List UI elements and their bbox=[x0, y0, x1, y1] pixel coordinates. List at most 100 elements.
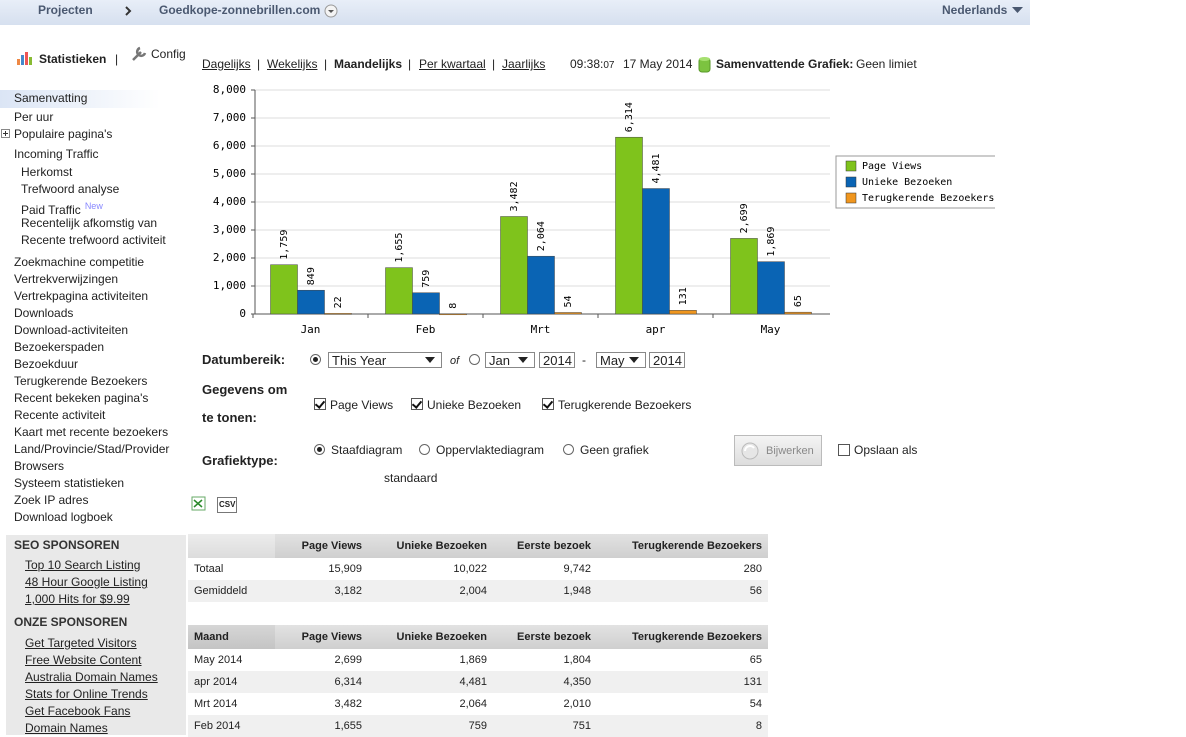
language-select[interactable]: Nederlands bbox=[942, 3, 1008, 17]
sponsor-link[interactable]: Domain Names bbox=[25, 721, 108, 735]
table-cell: 8 bbox=[755, 720, 762, 732]
nav-item[interactable]: Land/Provincie/Stad/Provider bbox=[14, 442, 170, 456]
table-cell: 751 bbox=[572, 720, 591, 732]
y-tick-label: 6,000 bbox=[213, 139, 246, 152]
nav-item[interactable]: Terugkerende Bezoekers bbox=[14, 374, 148, 388]
bar bbox=[757, 261, 785, 315]
save-default-checkbox[interactable] bbox=[838, 444, 850, 456]
sponsor-link[interactable]: 1,000 Hits for $9.99 bbox=[25, 592, 130, 606]
data-checkbox[interactable] bbox=[542, 398, 554, 410]
refresh-icon bbox=[741, 442, 759, 460]
bar bbox=[385, 267, 413, 315]
csv-icon[interactable]: CSV bbox=[217, 497, 238, 513]
nav-item[interactable]: Browsers bbox=[14, 459, 65, 473]
nav-item[interactable]: Downloads bbox=[14, 306, 74, 320]
nav-item[interactable]: Per uur bbox=[14, 110, 54, 124]
period-tab[interactable]: Dagelijks bbox=[202, 57, 251, 71]
nav-item[interactable]: Recente trefwoord activiteit bbox=[21, 233, 166, 247]
table-cell: 1,948 bbox=[563, 585, 591, 597]
nav-item[interactable]: Paid Traffic New bbox=[21, 201, 103, 217]
bar bbox=[669, 310, 697, 315]
domain-dropdown-icon[interactable] bbox=[324, 4, 338, 18]
nav-item[interactable]: Recent bekeken pagina's bbox=[14, 391, 149, 405]
select-arrow bbox=[518, 357, 528, 363]
nav-item[interactable]: Vertrekverwijzingen bbox=[14, 272, 119, 286]
language-dropdown-icon[interactable] bbox=[1012, 6, 1024, 14]
bar bbox=[297, 289, 325, 315]
range-select[interactable]: This Year bbox=[328, 352, 442, 368]
tab-separator: | bbox=[492, 57, 496, 71]
type-radio[interactable] bbox=[419, 444, 430, 455]
bar bbox=[730, 238, 758, 315]
range-radio-preset[interactable] bbox=[310, 354, 321, 365]
table-cell: 1,804 bbox=[563, 654, 591, 666]
table-cell: 65 bbox=[749, 654, 762, 666]
table-cell: 2,064 bbox=[459, 698, 487, 710]
nav-item[interactable]: Zoek IP adres bbox=[14, 493, 89, 507]
period-tab[interactable]: Jaarlijks bbox=[502, 57, 546, 71]
domain-select[interactable]: Goedkope-zonnebrillen.com bbox=[159, 3, 321, 17]
range-radio-custom[interactable] bbox=[469, 354, 480, 365]
sponsor-link[interactable]: Get Targeted Visitors bbox=[25, 636, 137, 650]
to-year[interactable]: 2014 bbox=[649, 352, 685, 368]
nav-item[interactable]: Vertrekpagina activiteiten bbox=[14, 289, 149, 303]
x-tick-label: Mrt bbox=[531, 323, 551, 336]
sponsor-link[interactable]: Get Facebook Fans bbox=[25, 704, 131, 718]
data-checkbox[interactable] bbox=[314, 398, 326, 410]
tab-separator: | bbox=[257, 57, 261, 71]
type-option-label: Oppervlaktediagram bbox=[436, 443, 545, 457]
from-month[interactable]: Jan bbox=[485, 352, 535, 368]
table-cell: 4,350 bbox=[563, 676, 591, 688]
nav-item[interactable]: Download logboek bbox=[14, 510, 113, 524]
value-label: 849 bbox=[306, 267, 317, 285]
sponsor-link[interactable]: Free Website Content bbox=[25, 653, 142, 667]
nav-item[interactable]: Systeem statistieken bbox=[14, 476, 125, 490]
nav-item[interactable]: Kaart met recente bezoekers bbox=[14, 425, 169, 439]
tab-separator: | bbox=[408, 57, 412, 71]
sponsor-link[interactable]: 48 Hour Google Listing bbox=[25, 575, 148, 589]
from-year[interactable]: 2014 bbox=[539, 352, 575, 368]
nav-item[interactable]: Zoekmachine competitie bbox=[14, 255, 145, 269]
value-label: 65 bbox=[793, 295, 804, 307]
nav-item[interactable]: Bezoekerspaden bbox=[14, 340, 105, 354]
sponsor-link[interactable]: Stats for Online Trends bbox=[25, 687, 148, 701]
type-radio[interactable] bbox=[563, 444, 574, 455]
expand-icon[interactable] bbox=[1, 129, 11, 139]
bar bbox=[270, 264, 298, 315]
nav-item[interactable]: Recente activiteit bbox=[14, 408, 106, 422]
projects-link[interactable]: Projecten bbox=[38, 3, 93, 17]
nav-item[interactable]: Populaire pagina's bbox=[14, 127, 113, 141]
nav-item[interactable]: Incoming Traffic bbox=[14, 147, 99, 161]
nav-item[interactable]: Recentelijk afkomstig van bbox=[21, 216, 158, 230]
sponsor-link[interactable]: Top 10 Search Listing bbox=[25, 558, 141, 572]
new-badge: New bbox=[84, 201, 103, 211]
table-header: Unieke Bezoeken bbox=[368, 534, 493, 558]
update-button[interactable] bbox=[734, 435, 822, 466]
excel-icon[interactable] bbox=[191, 496, 207, 512]
nav-item[interactable]: Download-activiteiten bbox=[14, 323, 129, 337]
y-tick-label: 1,000 bbox=[213, 279, 246, 292]
nav-item[interactable]: Bezoekduur bbox=[14, 357, 79, 371]
type-label: Grafiektype: bbox=[202, 453, 278, 468]
nav-item[interactable]: Trefwoord analyse bbox=[21, 182, 120, 196]
sidebar-title[interactable]: Statistieken bbox=[39, 52, 107, 66]
bar bbox=[615, 136, 643, 315]
nav-item[interactable]: Herkomst bbox=[21, 165, 73, 179]
y-tick-label: 7,000 bbox=[213, 111, 246, 124]
data-option-label: Page Views bbox=[330, 398, 394, 412]
period-tab[interactable]: Per kwartaal bbox=[419, 57, 486, 71]
bar bbox=[439, 313, 467, 316]
type-radio[interactable] bbox=[314, 444, 325, 455]
table-cell: 280 bbox=[743, 563, 762, 575]
period-tab[interactable]: Wekelijks bbox=[267, 57, 318, 71]
select-arrow bbox=[629, 357, 639, 363]
sponsor-link[interactable]: Australia Domain Names bbox=[25, 670, 158, 684]
config-link[interactable]: Config bbox=[151, 47, 186, 61]
data-checkbox[interactable] bbox=[411, 398, 423, 410]
to-month[interactable]: May bbox=[596, 352, 646, 368]
table-cell: apr 2014 bbox=[194, 676, 238, 688]
value-label: 759 bbox=[421, 270, 432, 288]
nav-item[interactable]: Samenvatting bbox=[14, 91, 88, 105]
period-tab[interactable]: Maandelijks bbox=[334, 57, 403, 71]
